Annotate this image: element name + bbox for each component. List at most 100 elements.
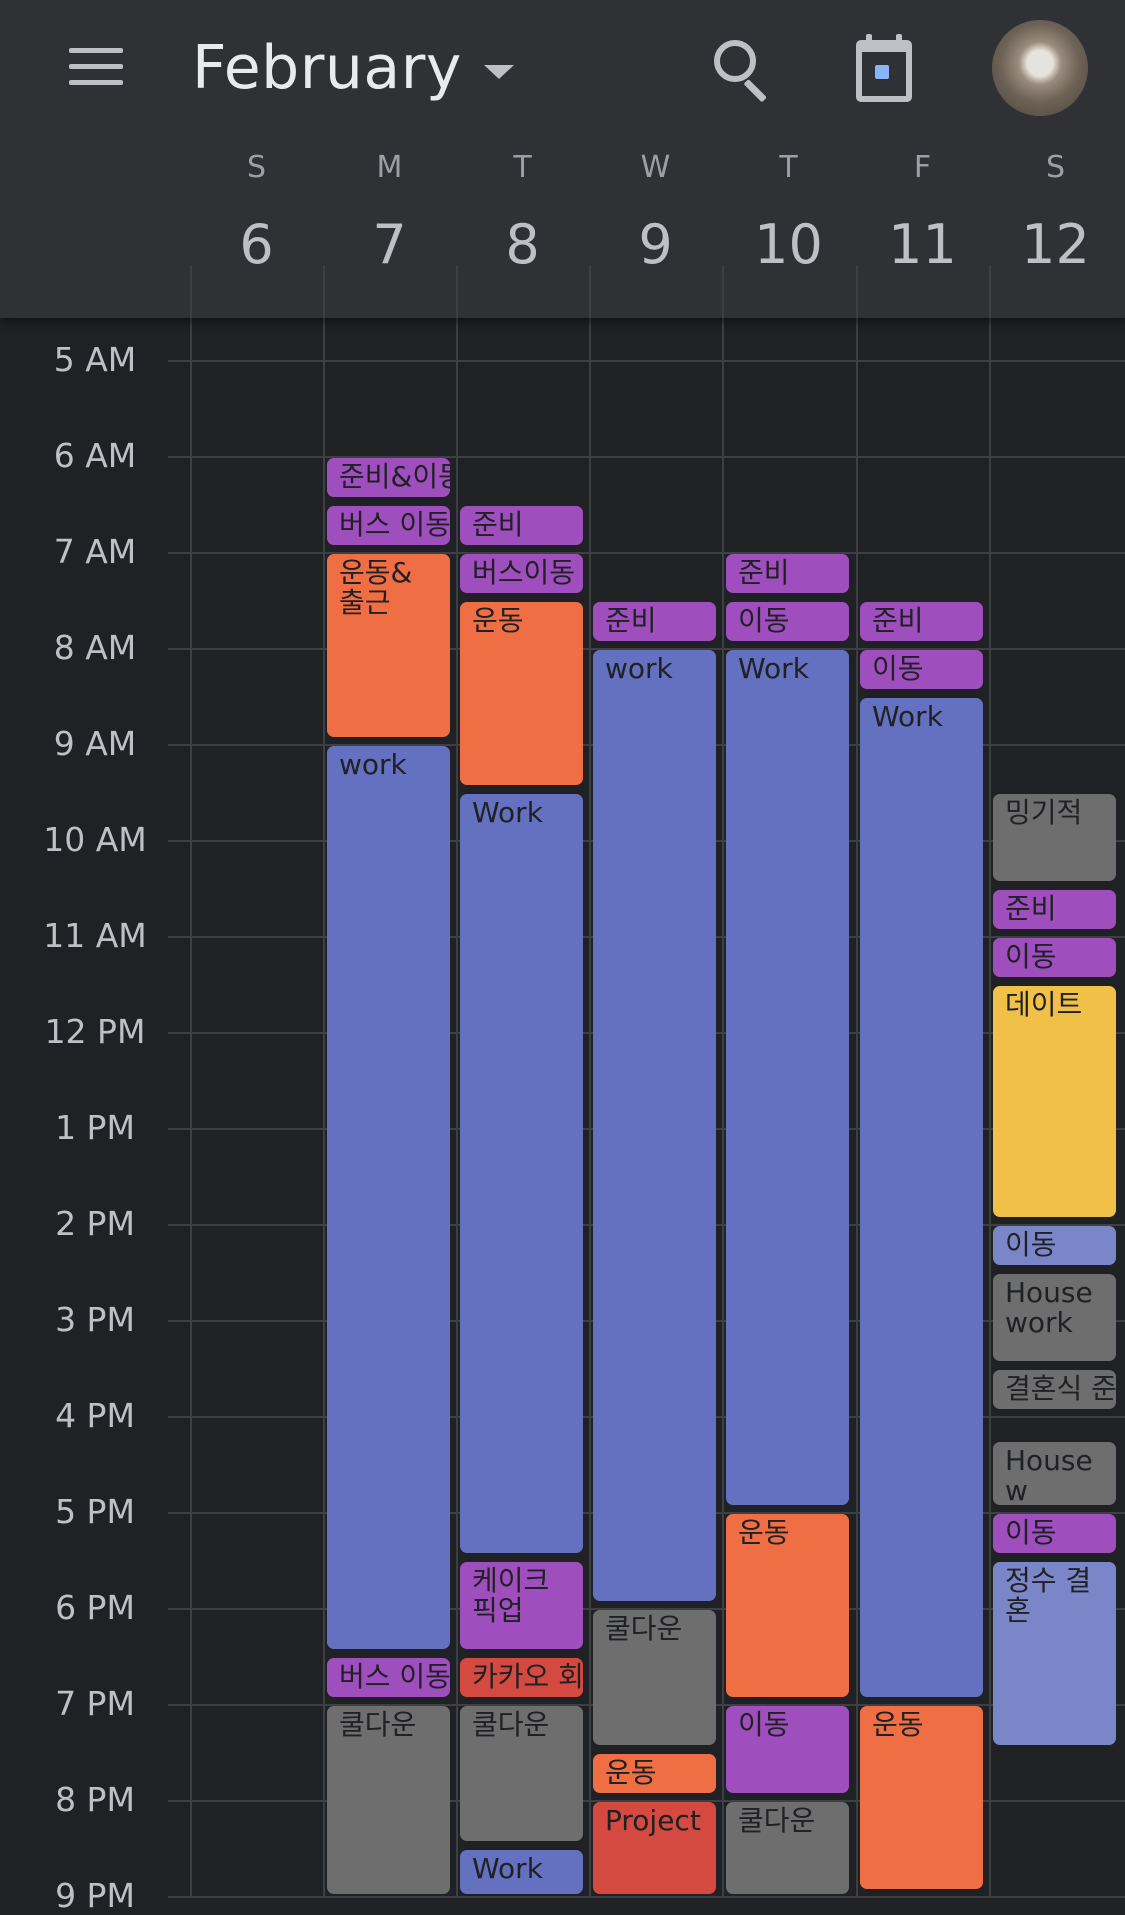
event-title: 운동&출근 [339,556,413,619]
calendar-event[interactable]: 버스 이동 [327,1658,450,1698]
calendar-event[interactable]: 준비 [993,890,1116,930]
calendar-event[interactable]: 정수 결혼 [993,1562,1116,1746]
event-title: 이동 [1005,940,1057,973]
time-label: 6 PM [55,1588,135,1627]
calendar-event[interactable]: 케이크 픽업 [460,1562,583,1650]
event-title: 정수 결혼 [1005,1564,1092,1627]
chevron-down-icon [483,65,514,79]
day-header-10[interactable]: T 10 [722,150,855,276]
day-header-12[interactable]: S 12 [989,150,1122,276]
day-number: 9 [638,213,673,276]
calendar-event[interactable]: work [593,650,716,1602]
calendar-event[interactable]: 준비 [860,602,983,642]
time-label: 5 PM [55,1492,135,1531]
calendar-event[interactable]: 이동 [993,1226,1116,1266]
calendar-event[interactable]: 데이트 [993,986,1116,1218]
column-divider [856,265,858,318]
calendar-event[interactable]: 이동 [726,1706,849,1794]
column-divider [722,265,724,318]
event-title: Work [872,700,943,733]
event-title: 준비 [872,604,924,637]
calendar-event[interactable]: 밍기적 [993,794,1116,882]
calendar-event[interactable]: 준비 [726,554,849,594]
event-title: 밍기적 [1005,796,1083,829]
calendar-event[interactable]: Housew [993,1442,1116,1506]
event-title: 데이트 [1005,988,1083,1021]
column-divider [989,265,991,318]
hour-line [168,552,1125,554]
calendar-event[interactable]: 이동 [993,1514,1116,1554]
calendar-event[interactable]: House work [993,1274,1116,1362]
event-title: 카카오 회 [472,1660,583,1693]
event-title: 결혼식 준 [1005,1372,1116,1405]
hour-line [168,1896,1125,1898]
calendar-event[interactable]: work [327,746,450,1650]
column-divider [190,265,192,318]
event-title: 이동 [1005,1516,1057,1549]
day-header-11[interactable]: F 11 [856,150,989,276]
calendar-event[interactable]: Work [860,698,983,1698]
calendar-event[interactable]: 버스 이동 [327,506,450,546]
calendar-event[interactable]: 운동 [860,1706,983,1890]
event-title: 운동 [605,1756,657,1789]
calendar-event[interactable]: 운동 [460,602,583,786]
event-title: Work [472,1852,543,1885]
calendar-today-icon[interactable] [856,34,912,102]
calendar-event[interactable]: 쿨다운 [593,1610,716,1746]
calendar-event[interactable]: 쿨다운 [460,1706,583,1842]
calendar-event[interactable]: 쿨다운 [327,1706,450,1894]
calendar-event[interactable]: 이동 [726,602,849,642]
calendar-event[interactable]: 카카오 회 [460,1658,583,1698]
avatar[interactable] [992,20,1088,116]
event-title: 케이크 픽업 [472,1564,559,1627]
event-title: 이동 [1005,1228,1057,1261]
calendar-event[interactable]: Work [460,794,583,1554]
calendar-event[interactable]: 운동&출근 [327,554,450,738]
event-title: Housew [1005,1444,1093,1506]
calendar-event[interactable]: 버스이동 [460,554,583,594]
calendar-event[interactable]: 이동 [860,650,983,690]
day-letter: T [513,150,532,185]
calendar-event[interactable]: Project [593,1802,716,1894]
menu-icon[interactable] [66,46,126,88]
time-label: 8 AM [53,628,137,667]
calendar-event[interactable]: 준비&이동 [327,458,450,498]
time-label: 7 AM [53,532,137,571]
event-title: 쿨다운 [472,1708,550,1741]
time-label: 5 AM [53,340,137,379]
column-divider [589,265,591,318]
column-divider [456,318,458,1898]
event-title: 운동 [472,604,524,637]
day-number: 6 [239,213,274,276]
column-divider [323,318,325,1898]
column-divider [722,318,724,1898]
event-title: 버스 이동 [339,1660,450,1693]
event-title: work [339,748,407,781]
week-grid: 5 AM 6 AM 7 AM 8 AM 9 AM 10 AM 11 AM 12 PM 1 PM 2… [0,318,1125,1915]
time-label: 10 AM [43,820,147,859]
day-letter: T [779,150,798,185]
calendar-event[interactable]: Work [726,650,849,1506]
day-number: 7 [372,213,407,276]
time-label: 9 PM [55,1876,135,1915]
calendar-event[interactable]: 결혼식 준 [993,1370,1116,1410]
search-icon[interactable] [708,36,772,103]
calendar-event[interactable]: 준비 [460,506,583,546]
day-number: 8 [505,213,540,276]
event-title: work [605,652,673,685]
calendar-event[interactable]: 이동 [993,938,1116,978]
calendar-event[interactable]: 운동 [726,1514,849,1698]
event-title: 운동 [872,1708,924,1741]
calendar-event[interactable]: 준비 [593,602,716,642]
event-title: 쿨다운 [605,1612,683,1645]
calendar-event[interactable]: 운동 [593,1754,716,1794]
event-title: 쿨다운 [738,1804,816,1837]
column-divider [190,318,192,1898]
month-selector[interactable]: February [192,28,514,108]
calendar-event[interactable]: Work [460,1850,583,1894]
calendar-event[interactable]: 쿨다운 [726,1802,849,1894]
